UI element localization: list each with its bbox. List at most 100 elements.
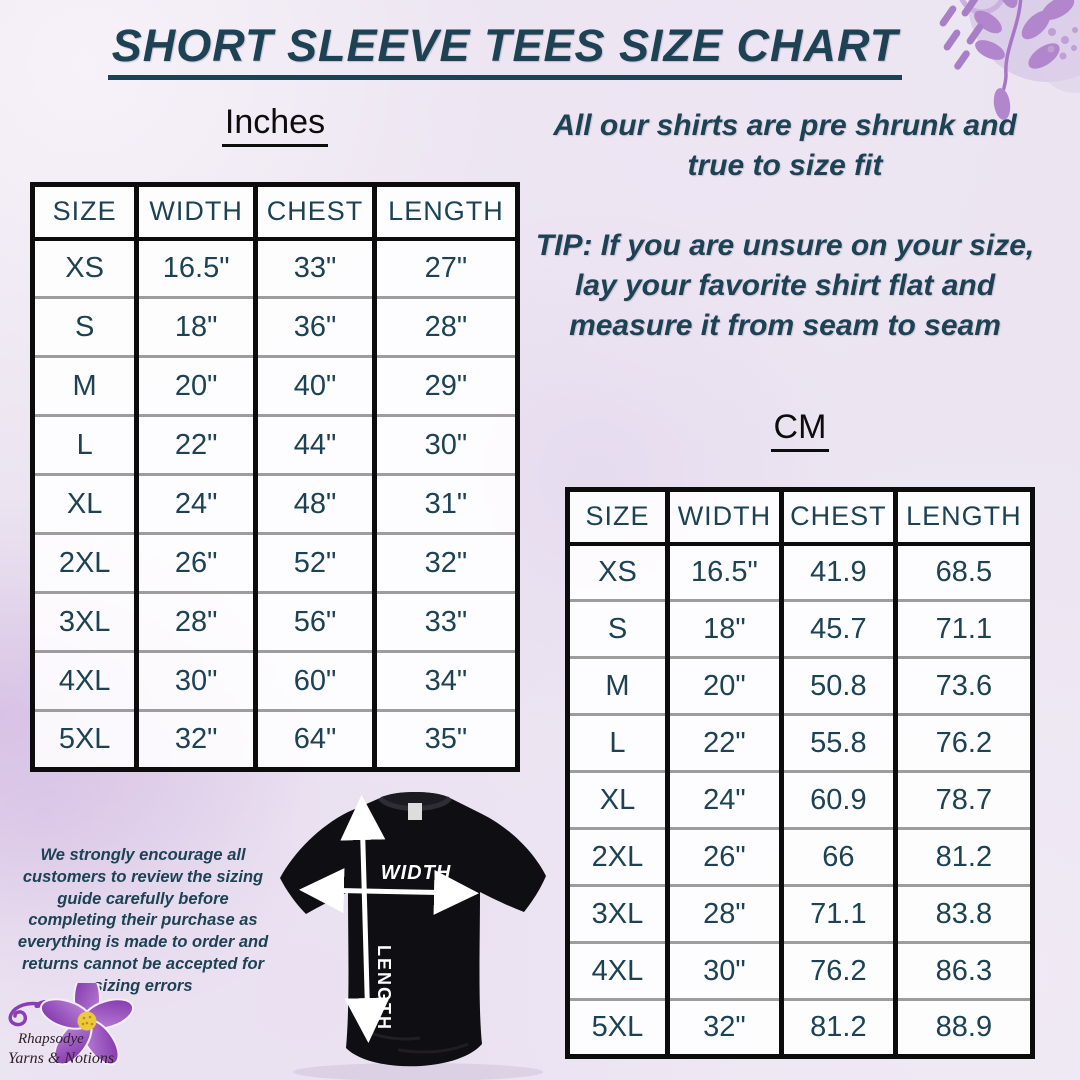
length-arrow-label: LENGTH xyxy=(374,945,394,1031)
table-cell: 30" xyxy=(134,650,256,711)
table-cell: 30" xyxy=(664,941,782,1000)
collar-tag xyxy=(408,803,422,820)
table-cell: 5XL xyxy=(567,998,668,1057)
table-row: M 20" 40" 29" xyxy=(32,355,518,416)
corner-floral-decoration-icon xyxy=(939,0,1080,120)
table-row: 2XL 26" 52" 32" xyxy=(32,532,518,593)
column-header: SIZE xyxy=(32,184,137,241)
table-row: 3XL 28" 71.1 83.8 xyxy=(567,884,1033,943)
table-cell: 31" xyxy=(371,473,518,534)
table-row: M 20" 50.8 73.6 xyxy=(567,656,1033,715)
table-cell: 48" xyxy=(253,473,375,534)
table-cell: 28" xyxy=(134,591,256,652)
table-cell: XL xyxy=(567,770,668,829)
table-cell: 5XL xyxy=(32,709,137,770)
table-row: S 18" 36" 28" xyxy=(32,296,518,357)
table-cell: 2XL xyxy=(32,532,137,593)
table-cell: 34" xyxy=(371,650,518,711)
table-cell: 16.5" xyxy=(134,238,256,298)
table-cell: 36" xyxy=(253,296,375,357)
table-cell: S xyxy=(567,599,668,658)
table-cell: 4XL xyxy=(567,941,668,1000)
column-header: CHEST xyxy=(253,184,375,241)
table-row: 5XL 32" 81.2 88.9 xyxy=(567,998,1033,1057)
sizing-disclaimer: We strongly encourage all customers to r… xyxy=(17,846,269,995)
tshirt-silhouette xyxy=(280,792,546,1067)
table-cell: 32" xyxy=(664,998,782,1057)
table-cell: 73.6 xyxy=(892,656,1033,715)
cm-section-heading: CM xyxy=(565,408,1035,452)
table-cell: 78.7 xyxy=(892,770,1033,829)
table-cell: 33" xyxy=(253,238,375,298)
table-cell: XL xyxy=(32,473,137,534)
brand-name-line2: Yarns & Notions xyxy=(8,1049,115,1067)
table-row: L 22" 55.8 76.2 xyxy=(567,713,1033,772)
table-cell: 60" xyxy=(253,650,375,711)
length-arrow xyxy=(340,795,390,1043)
table-cell: 83.8 xyxy=(892,884,1033,943)
table-row: XL 24" 60.9 78.7 xyxy=(567,770,1033,829)
cm-heading-text: CM xyxy=(770,408,830,452)
table-cell: XS xyxy=(598,555,637,588)
table-row: XL 24" 48" 31" xyxy=(32,473,518,534)
table-cell: 44" xyxy=(253,414,375,475)
table-cell: 28" xyxy=(664,884,782,943)
table-cell: 32" xyxy=(371,532,518,593)
table-cell: 56" xyxy=(253,591,375,652)
table-cell: S xyxy=(32,296,137,357)
table-cell: 76.2 xyxy=(778,941,896,1000)
tshirt-measurement-icon: WIDTH LENGTH xyxy=(280,792,546,1080)
table-cell: 76.2 xyxy=(892,713,1033,772)
table-cell: 81.2 xyxy=(892,827,1033,886)
column-header: WIDTH xyxy=(134,184,256,241)
table-cell: 4XL xyxy=(32,650,137,711)
table-cell: 20" xyxy=(664,656,782,715)
table-cell: 55.8 xyxy=(778,713,896,772)
table-cell: 32" xyxy=(134,709,256,770)
table-row: XS 16.5" 41.9 68.5 xyxy=(568,543,1033,601)
table-row: 4XL 30" 60" 34" xyxy=(32,650,518,711)
table-cell: 81.2 xyxy=(778,998,896,1057)
table-cell: 18" xyxy=(134,296,256,357)
table-cell: 68.5 xyxy=(892,543,1033,601)
table-row: S 18" 45.7 71.1 xyxy=(567,599,1033,658)
column-header: SIZE xyxy=(567,489,668,546)
table-cell: 50.8 xyxy=(778,656,896,715)
table-cell: XS xyxy=(65,251,104,284)
width-arrow xyxy=(299,868,479,915)
page-title-text: SHORT SLEEVE TEES SIZE CHART xyxy=(107,20,903,80)
table-cell: 3XL xyxy=(32,591,137,652)
table-cell: 26" xyxy=(664,827,782,886)
header-row: SIZE WIDTH CHEST LENGTH xyxy=(32,184,518,241)
table-row: XS 16.5" 33" 27" xyxy=(33,238,518,298)
width-arrow-label: WIDTH xyxy=(381,862,452,884)
table-cell: 26" xyxy=(134,532,256,593)
table-row: 5XL 32" 64" 35" xyxy=(32,709,518,770)
table-cell: 3XL xyxy=(567,884,668,943)
table-cell: 29" xyxy=(371,355,518,416)
table-cell: 24" xyxy=(664,770,782,829)
inches-section-heading: Inches xyxy=(30,103,520,147)
table-cell: M xyxy=(32,355,137,416)
column-header: CHEST xyxy=(778,489,896,546)
table-cell: M xyxy=(567,656,668,715)
table-cell: L xyxy=(567,713,668,772)
table-cell: 71.1 xyxy=(892,599,1033,658)
inches-heading-text: Inches xyxy=(221,103,329,147)
table-row: 4XL 30" 76.2 86.3 xyxy=(567,941,1033,1000)
table-cell: L xyxy=(32,414,137,475)
info-text-block: All our shirts are pre shrunk and true t… xyxy=(532,106,1038,345)
header-row: SIZE WIDTH CHEST LENGTH xyxy=(567,489,1033,546)
table-cell: 86.3 xyxy=(892,941,1033,1000)
brand-name-line1: Rhapsodye xyxy=(18,1031,84,1047)
table-cell: 24" xyxy=(134,473,256,534)
table-cell: 2XL xyxy=(567,827,668,886)
table-row: 3XL 28" 56" 33" xyxy=(32,591,518,652)
table-cell: 27" xyxy=(371,238,518,298)
page-title: SHORT SLEEVE TEES SIZE CHART xyxy=(0,20,1010,80)
table-cell: 33" xyxy=(371,591,518,652)
table-cell: 52" xyxy=(253,532,375,593)
table-cell: 71.1 xyxy=(778,884,896,943)
table-cell: 40" xyxy=(253,355,375,416)
